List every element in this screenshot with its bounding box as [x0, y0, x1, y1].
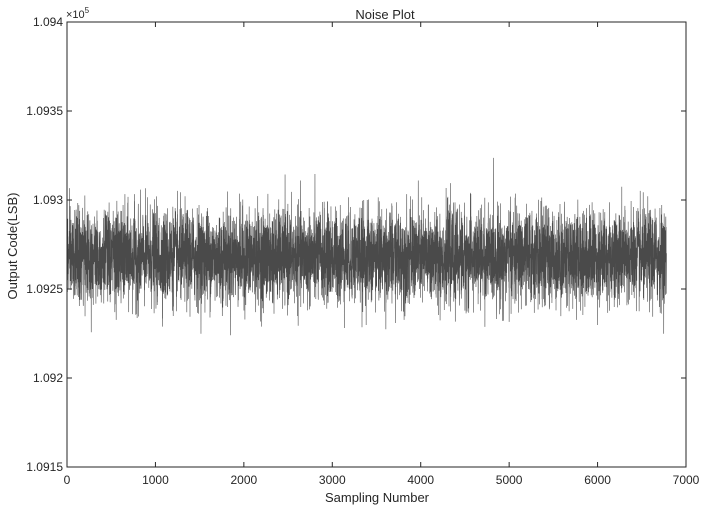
y-tick-label: 1.092: [33, 371, 63, 385]
x-tick-label: 7000: [673, 473, 700, 487]
noise-series: [66, 157, 667, 336]
x-axis-ticks: 0 1000 2000 3000 4000 5000 6000 7000: [64, 22, 700, 487]
x-tick-label: 1000: [142, 473, 169, 487]
axes-box: [66, 21, 687, 468]
x-tick-label: 2000: [231, 473, 258, 487]
x-tick-label: 0: [64, 473, 71, 487]
x-tick-label: 3000: [319, 473, 346, 487]
noise-series-line: [66, 157, 667, 336]
y-exponent-superscript: 5: [85, 6, 90, 15]
x-axis-label: Sampling Number: [325, 490, 430, 505]
y-exponent-label: ×105: [66, 6, 90, 21]
y-axis-label: Output Code(LSB): [5, 193, 20, 300]
x-tick-label: 4000: [407, 473, 434, 487]
y-tick-label: 1.0915: [26, 460, 63, 474]
y-axis-ticks: 1.0915 1.092 1.0925 1.093 1.0935 1.094: [26, 15, 686, 474]
y-tick-label: 1.0935: [26, 104, 63, 118]
x-tick-label: 6000: [584, 473, 611, 487]
x-tick-label: 5000: [496, 473, 523, 487]
y-tick-label: 1.0925: [26, 282, 63, 296]
y-tick-label: 1.094: [33, 15, 63, 29]
y-tick-label: 1.093: [33, 193, 63, 207]
chart-title: Noise Plot: [355, 7, 415, 22]
plot-area: 0 1000 2000 3000 4000 5000 6000 7000 1.09151.09…: [26, 15, 699, 487]
